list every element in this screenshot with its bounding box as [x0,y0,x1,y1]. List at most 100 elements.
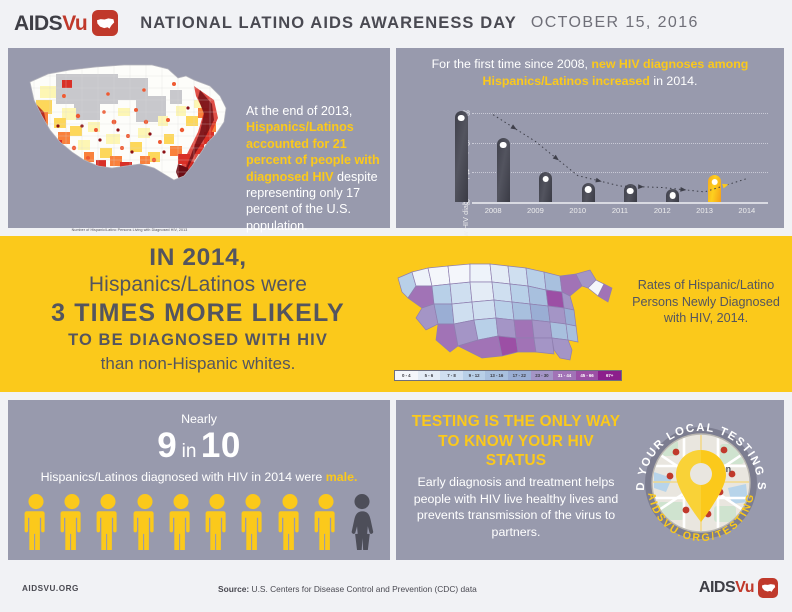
footer-source-label: Source: [218,584,250,594]
yellow-highlight-band [0,236,792,392]
find-testing-site-badge[interactable]: Washington FIND YOUR LOCAL TESTING SITE … [628,410,774,556]
footer-logo-vu: Vu [735,579,754,596]
legend-bin: 9 - 12 [462,371,486,380]
lead-line-1: At the end of 2013, [246,104,353,118]
chart-title: For the first time since 2008, new HIV d… [408,56,772,89]
band-statement-text: IN 2014, Hispanics/Latinos were 3 TIMES … [14,244,382,376]
footer: AIDSVU.ORG Source: U.S. Centers for Dise… [0,568,792,612]
band-line-2: Hispanics/Latinos were [88,273,308,296]
legend-bin: 7 - 8 [440,371,463,380]
chart-x-tick-label: 2012 [653,206,671,215]
person-icon-male [276,494,304,550]
band-line-1: IN 2014, [149,244,247,271]
chart-bar-marker [542,175,549,183]
chart-trendline [492,114,748,193]
page-title: NATIONAL LATINO AIDS AWARENESS DAY [140,13,517,32]
legend-bin: 17 - 22 [507,371,531,380]
legend-bin: 5 - 6 [417,371,441,380]
chart-bar [623,184,637,202]
footer-logo-wordmark: AIDSVu [698,579,755,596]
lead-hl-3: 21 percent [246,136,347,168]
legend-bin: 23 - 30 [530,371,554,380]
chart-bar-marker [669,192,676,199]
chart-x-tick-label: 2011 [611,206,629,215]
logo-text-vu: Vu [62,11,88,35]
county-choropleth-map [18,56,240,196]
chart-bar-marker [457,114,465,122]
person-icon-male [239,494,267,550]
chart-gridline [472,172,768,174]
male-caption-text: Hispanics/Latinos diagnosed with HIV in … [40,470,323,484]
county-map-lead-text: At the end of 2013, Hispanics/Latinos ac… [246,103,392,234]
usmap-logo-icon [92,10,119,36]
legend-bin: 45 - 66 [575,371,599,380]
chart-bar-marker [500,141,507,149]
testing-title: TESTING IS THE ONLY WAY TO KNOW YOUR HIV… [411,413,621,469]
county-map-caption: Number of Hispanic/Latino Persons Living… [71,228,188,232]
chart-x-tick-label: 2010 [569,206,587,215]
header: AIDSVu NATIONAL LATINO AIDS AWARENESS DA… [0,0,792,46]
lead-line-2: despite representing [246,169,378,201]
chart-gridline [472,112,768,114]
chart-x-axis [472,202,768,204]
testing-panel: TESTING IS THE ONLY WAY TO KNOW YOUR HIV… [396,400,784,560]
chart-x-tick-label: 2009 [526,206,544,215]
male-ratio-caption: Hispanics/Latinos diagnosed with HIV in … [8,470,390,484]
legend-bin: 0 - 4 [395,371,418,380]
person-icon-male [22,494,50,550]
person-icon-male [312,494,340,550]
lead-hl-5: diagnosed HIV [246,169,334,184]
person-icon-male [58,494,86,550]
band-line-3: 3 TIMES MORE LIKELY [51,299,345,327]
chart-bar [666,188,680,202]
legend-bin: 31 - 44 [553,371,576,380]
band-line-5: than non-Hispanic whites. [100,354,296,373]
chart-gridline [472,142,768,144]
person-icon-female [348,494,376,550]
chart-title-a: For the first time since 2008, [431,57,588,71]
chart-title-hl-a: new HIV diagnoses [591,57,705,71]
testing-body-text: Early diagnosis and treatment helps peop… [413,475,619,539]
chart-bar-marker [626,187,634,195]
band-line-4: TO BE DIAGNOSED WITH HIV [68,331,328,349]
chart-plot-area: Rate of New HIV diagnoses per 100,000 22… [440,98,772,272]
people-pictogram [22,492,376,550]
person-icon-male [131,494,159,550]
chart-x-tick-label: 2013 [696,206,714,215]
footer-source: Source: U.S. Centers for Disease Control… [218,584,477,594]
chart-bars [440,98,736,202]
footer-usmap-logo-icon [758,578,778,598]
legend-bin: 67+ [598,371,621,380]
stat-denominator: 10 [200,426,241,465]
lead-line-4: U.S. population. [246,202,352,233]
stat-numerator: 9 [157,426,178,465]
person-icon-male [94,494,122,550]
footer-source-text: U.S. Centers for Disease Control and Pre… [251,584,477,594]
footer-logo: AIDSVu [699,578,778,598]
chart-title-hl-b: among Hispanics/Latinos increased [482,57,749,88]
header-date: OCTOBER 15, 2016 [530,14,699,31]
lead-line-3: only 17 percent of the [246,186,361,217]
chart-bar [496,138,510,202]
chart-y-tick: 22 [462,197,470,207]
stat-in-word: in [181,441,197,462]
legend-bin: 13 - 16 [485,371,508,380]
chart-x-tick-label: 2014 [738,206,756,215]
footer-url[interactable]: AIDSVU.ORG [22,584,79,593]
lead-hl-4: of people with [295,153,380,168]
chart-x-tick-label: 2008 [484,206,502,215]
nine-in-ten-figure: 9 in 10 [8,426,390,473]
aidsvu-logo: AIDSVu [14,10,119,36]
state-map-caption: Rates of Hispanic/Latino Persons Newly D… [632,278,780,326]
logo-wordmark: AIDSVu [14,11,88,35]
lead-hl-1: Hispanics/Latinos [246,120,354,135]
nearly-label: Nearly [181,412,217,426]
chart-bar [581,182,595,202]
hiv-rate-chart-panel: For the first time since 2008, new HIV d… [396,48,784,272]
male-ratio-panel: Nearly 9 in 10 Hispanics/Latinos diagnos… [8,400,390,560]
footer-logo-aids: AIDS [698,579,736,596]
logo-text-aids: AIDS [14,11,63,35]
person-icon-male [167,494,195,550]
